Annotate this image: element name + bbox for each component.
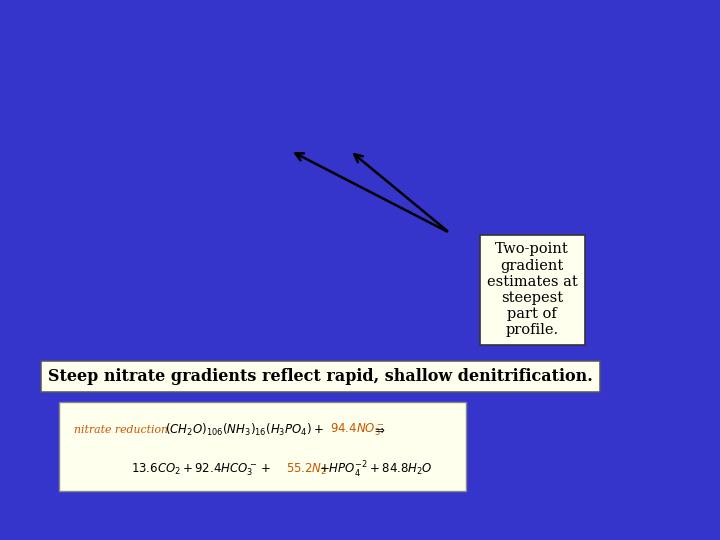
Text: Two-point
gradient
estimates at
steepest
part of
profile.: Two-point gradient estimates at steepest… — [487, 242, 577, 338]
Text: nitrate reduction: nitrate reduction — [74, 425, 168, 435]
Text: $(CH_2O)_{106}(NH_3)_{16}(H_3PO_4) +$: $(CH_2O)_{106}(NH_3)_{16}(H_3PO_4) +$ — [165, 422, 323, 438]
Text: $\Rightarrow$: $\Rightarrow$ — [372, 423, 385, 436]
FancyBboxPatch shape — [58, 402, 466, 491]
Text: $13.6CO_2 + 92.4HCO_3^- +$: $13.6CO_2 + 92.4HCO_3^- +$ — [132, 462, 271, 478]
Text: $+ HPO_4^{-2} + 84.8H_2O$: $+ HPO_4^{-2} + 84.8H_2O$ — [319, 460, 433, 480]
Text: $55.2N_2$: $55.2N_2$ — [286, 462, 327, 477]
Text: $94.4NO_3^-$: $94.4NO_3^-$ — [330, 422, 385, 438]
Text: Steep nitrate gradients reflect rapid, shallow denitrification.: Steep nitrate gradients reflect rapid, s… — [48, 368, 593, 386]
